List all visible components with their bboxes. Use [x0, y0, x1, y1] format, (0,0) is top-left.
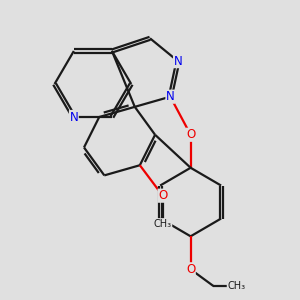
Text: O: O	[186, 128, 195, 141]
Text: CH₃: CH₃	[227, 281, 245, 291]
Text: O: O	[186, 263, 195, 276]
Text: CH₃: CH₃	[154, 219, 172, 229]
Text: N: N	[166, 90, 175, 103]
Text: O: O	[158, 189, 167, 202]
Text: N: N	[173, 55, 182, 68]
Text: N: N	[70, 110, 78, 124]
